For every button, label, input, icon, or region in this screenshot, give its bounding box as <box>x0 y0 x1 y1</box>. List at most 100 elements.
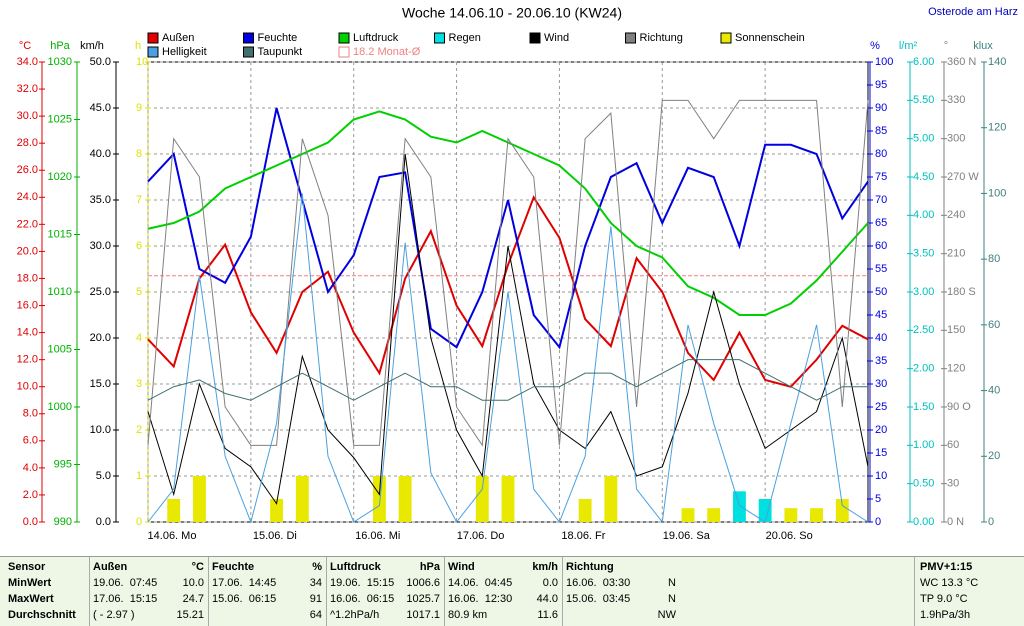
bar <box>604 476 618 522</box>
separator <box>562 557 563 626</box>
y-tick-label: 6.0 <box>23 435 38 447</box>
bar <box>707 508 721 522</box>
legend-swatch <box>338 46 350 58</box>
axis-unit: hPa <box>50 40 70 52</box>
y-tick-label: 2.50 <box>913 324 934 336</box>
y-tick-label: 55 <box>875 263 887 275</box>
axis-unit: % <box>870 40 880 52</box>
bar <box>733 491 746 522</box>
legend-label: Helligkeit <box>162 46 207 58</box>
stat-cell: 19.06. 15:15 <box>330 577 395 589</box>
y-tick-label: 80 <box>875 148 887 160</box>
stat-cell: ^1.2hPa/h <box>330 609 380 621</box>
y-tick-label: 120 <box>988 122 1006 134</box>
y-tick-label: 0.0 <box>96 516 111 528</box>
location: Osterode am Harz <box>928 6 1018 18</box>
stat-cell: 14.06. 04:45 <box>448 577 513 589</box>
y-tick-label: 4.00 <box>913 209 934 221</box>
y-tick-label: 150 <box>947 324 965 336</box>
y-tick-label: 4.50 <box>913 171 934 183</box>
y-tick-label: 1005 <box>48 343 72 355</box>
y-tick-label: 140 <box>988 56 1006 68</box>
stat-cell: 80.9 km <box>448 609 488 621</box>
bar <box>167 499 181 522</box>
bar <box>295 476 309 522</box>
y-tick-label: 60 <box>875 240 887 252</box>
y-tick-label: 2.0 <box>23 489 38 501</box>
y-tick-label: 0 <box>136 516 142 528</box>
y-tick-label: 26.0 <box>17 164 38 176</box>
stat-cell: °C <box>191 561 204 573</box>
chart-title: Woche 14.06.10 - 20.06.10 (KW24) <box>402 5 622 21</box>
y-tick-label: 10 <box>875 470 887 482</box>
stat-cell: Außen <box>93 561 128 573</box>
legend-swatch <box>243 32 254 44</box>
y-tick-label: 2 <box>136 424 142 436</box>
legend-label: Regen <box>449 32 481 44</box>
stat-cell: Feuchte <box>212 561 255 573</box>
y-tick-label: 120 <box>947 363 965 375</box>
separator <box>89 557 90 626</box>
series-line <box>147 195 869 388</box>
series-line <box>147 107 869 350</box>
stat-cell: Luftdruck <box>330 561 381 573</box>
legend-swatch <box>338 32 350 44</box>
stat-cell: 1006.6 <box>406 577 440 589</box>
axis-unit: km/h <box>80 40 104 52</box>
y-tick-label: 25 <box>875 401 887 413</box>
y-tick-label: 0.0 <box>23 516 38 528</box>
bar <box>475 476 489 522</box>
stat-cell: 24.7 <box>182 593 204 605</box>
stat-cell: ( - 2.97 ) <box>93 609 135 621</box>
y-tick-label: 6.00 <box>913 56 934 68</box>
y-tick-label: 65 <box>875 217 887 229</box>
stat-cell: 64 <box>309 609 322 621</box>
y-tick-label: 5 <box>875 493 881 505</box>
y-tick-label: 5.0 <box>96 470 111 482</box>
x-tick-label: 16.06. Mi <box>355 530 400 542</box>
y-tick-label: 20.0 <box>17 245 38 257</box>
y-tick-label: 5.50 <box>913 94 934 106</box>
axis-unit: h <box>135 40 141 52</box>
legend-label: Taupunkt <box>258 46 303 58</box>
y-tick-label: 180 S <box>947 286 976 298</box>
bar <box>835 499 849 522</box>
legend-label: 18.2 Monat-Ø <box>353 46 421 58</box>
y-tick-label: 15 <box>875 447 887 459</box>
axis-unit: l/m² <box>899 40 918 52</box>
bar <box>681 508 695 522</box>
y-tick-label: 14.0 <box>17 326 38 338</box>
y-tick-label: 30.0 <box>90 240 111 252</box>
x-tick-label: 19.06. Sa <box>663 530 711 542</box>
x-tick-label: 20.06. So <box>766 530 813 542</box>
bar <box>501 476 515 522</box>
stat-cell: 1017.1 <box>406 609 440 621</box>
y-tick-label: 40.0 <box>90 148 111 160</box>
y-tick-label: 3.00 <box>913 286 934 298</box>
y-tick-label: 0.50 <box>913 478 934 490</box>
stat-cell: N <box>668 577 676 589</box>
x-tick-label: 15.06. Di <box>253 530 297 542</box>
stat-cell: Richtung <box>566 561 614 573</box>
y-tick-label: 30 <box>875 378 887 390</box>
stat-cell: 16.06. 06:15 <box>330 593 395 605</box>
stat-cell: TP 9.0 °C <box>920 593 968 605</box>
stat-cell: hPa <box>419 561 440 573</box>
series-line <box>147 359 868 401</box>
stat-cell: MinWert <box>8 577 52 589</box>
axis-unit: °C <box>19 40 31 52</box>
y-tick-label: 24.0 <box>17 191 38 203</box>
stat-cell: 17.06. 15:15 <box>93 593 158 605</box>
y-tick-label: 240 <box>947 209 965 221</box>
legend-swatch <box>434 32 445 44</box>
y-tick-label: 80 <box>988 253 1000 265</box>
y-tick-label: 300 <box>947 133 965 145</box>
y-tick-label: 10.0 <box>90 424 111 436</box>
legend-label: Feuchte <box>258 32 298 44</box>
legend-label: Wind <box>544 32 569 44</box>
y-tick-label: 330 <box>947 94 965 106</box>
y-tick-label: 20 <box>875 424 887 436</box>
y-tick-label: 20.0 <box>90 332 111 344</box>
y-tick-label: 10.0 <box>17 381 38 393</box>
